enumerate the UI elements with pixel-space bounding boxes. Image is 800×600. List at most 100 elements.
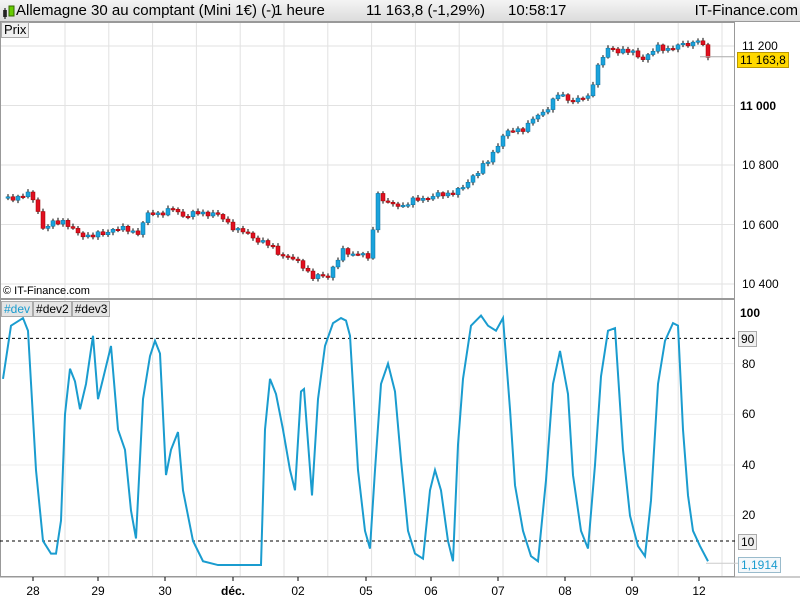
candle bbox=[420, 198, 426, 201]
candle bbox=[525, 122, 531, 132]
candle bbox=[360, 253, 366, 256]
osc-current-tag: 1,1914 bbox=[738, 557, 781, 573]
candle bbox=[545, 109, 551, 113]
candle bbox=[655, 44, 661, 52]
osc-axis-label: 40 bbox=[742, 458, 756, 472]
candle bbox=[295, 258, 301, 261]
clock: 10:58:17 bbox=[508, 2, 567, 19]
candle bbox=[215, 212, 221, 215]
osc-axis-label: 60 bbox=[742, 407, 756, 421]
candle bbox=[685, 43, 691, 47]
candle bbox=[110, 229, 116, 233]
candle bbox=[70, 226, 76, 229]
level-high-tag: 90 bbox=[738, 331, 758, 347]
candle bbox=[5, 196, 11, 199]
candle bbox=[245, 231, 251, 234]
candle bbox=[150, 212, 156, 215]
candle bbox=[510, 130, 516, 133]
candle bbox=[80, 232, 86, 238]
candle bbox=[605, 47, 611, 58]
x-axis-label: 12 bbox=[692, 584, 706, 598]
candle bbox=[540, 111, 546, 116]
candle bbox=[700, 40, 706, 45]
candle bbox=[200, 211, 206, 215]
candle bbox=[230, 221, 236, 231]
candle bbox=[690, 41, 696, 47]
candle bbox=[145, 212, 151, 223]
candle bbox=[470, 175, 476, 183]
candle bbox=[90, 234, 96, 238]
price-axis-label: 10 400 bbox=[742, 277, 779, 291]
candle bbox=[410, 197, 416, 205]
candle bbox=[600, 57, 606, 66]
candle bbox=[275, 245, 281, 255]
candle bbox=[325, 275, 331, 278]
current-price-tag: 11 163,8 bbox=[737, 52, 789, 68]
period[interactable]: 1 heure bbox=[274, 2, 325, 19]
candle bbox=[465, 182, 471, 188]
candle bbox=[560, 94, 566, 97]
candle bbox=[610, 47, 616, 50]
candle bbox=[390, 202, 396, 205]
candle bbox=[50, 220, 56, 227]
candle bbox=[530, 118, 536, 124]
tab-dev3[interactable]: #dev3 bbox=[71, 301, 111, 317]
candle bbox=[355, 253, 361, 256]
candle bbox=[285, 255, 291, 258]
tab-dev2[interactable]: #dev2 bbox=[33, 301, 72, 317]
candle bbox=[265, 240, 271, 246]
candle bbox=[165, 208, 171, 216]
candle bbox=[660, 44, 666, 51]
price-axis-label: 10 600 bbox=[742, 218, 779, 232]
candle bbox=[620, 48, 626, 54]
candle bbox=[595, 64, 601, 86]
x-axis-label: 28 bbox=[26, 584, 40, 598]
candle bbox=[260, 240, 266, 243]
candle bbox=[105, 231, 111, 236]
tab-dev[interactable]: #dev bbox=[1, 301, 34, 317]
candle bbox=[190, 211, 196, 217]
candle bbox=[130, 230, 136, 233]
candle bbox=[515, 128, 521, 132]
x-axis-label: 06 bbox=[424, 584, 438, 598]
candle bbox=[480, 163, 486, 174]
candle bbox=[270, 245, 276, 248]
candle bbox=[425, 198, 431, 201]
candle bbox=[290, 256, 296, 260]
candle bbox=[395, 203, 401, 207]
candle bbox=[555, 94, 561, 100]
candle bbox=[205, 211, 211, 217]
candle bbox=[210, 212, 216, 217]
candle bbox=[505, 130, 511, 137]
candle bbox=[185, 216, 191, 219]
candle bbox=[340, 248, 346, 261]
brand[interactable]: IT-Finance.com bbox=[694, 2, 798, 19]
candle bbox=[635, 50, 641, 58]
candle bbox=[400, 205, 406, 208]
candle bbox=[705, 44, 711, 58]
x-axis-label: déc. bbox=[221, 584, 245, 598]
x-axis-label: 08 bbox=[558, 584, 572, 598]
candle bbox=[455, 188, 461, 195]
candle bbox=[40, 211, 46, 229]
candle bbox=[10, 196, 16, 201]
osc-axis-label: 80 bbox=[742, 357, 756, 371]
candle bbox=[485, 161, 491, 164]
candle bbox=[445, 192, 451, 197]
candle bbox=[160, 212, 166, 216]
title-bar: Allemagne 30 au comptant (Mini 1€) (-) 1… bbox=[0, 0, 800, 22]
candle bbox=[175, 209, 181, 213]
price-axis-label: 11 200 bbox=[742, 39, 778, 53]
candle bbox=[385, 200, 391, 203]
candle bbox=[225, 218, 231, 223]
candle bbox=[250, 232, 256, 239]
candle bbox=[335, 259, 341, 268]
candle bbox=[140, 222, 146, 235]
candle bbox=[315, 274, 321, 279]
candle bbox=[495, 145, 501, 153]
osc-line bbox=[2, 313, 709, 567]
candle bbox=[345, 248, 351, 255]
candle bbox=[220, 214, 226, 220]
price-panel-label[interactable]: Prix bbox=[1, 22, 30, 38]
